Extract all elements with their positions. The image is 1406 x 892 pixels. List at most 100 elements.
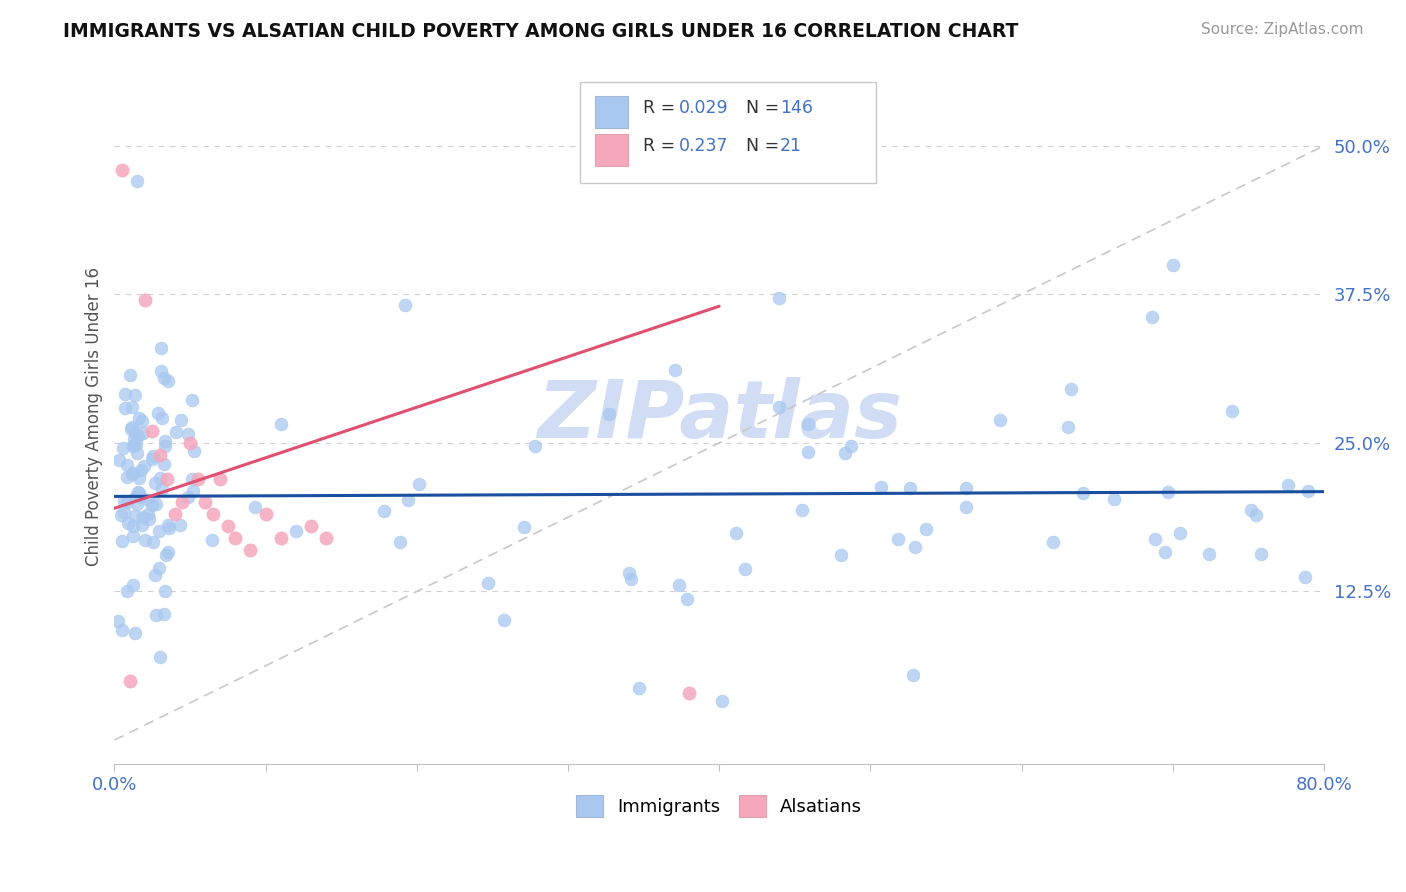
Point [107, 615, 129, 629]
Point [146, 406, 169, 420]
Point [901, 668, 924, 682]
Point [710, 694, 733, 708]
Point [115, 470, 138, 484]
Point [396, 493, 419, 508]
Point [138, 512, 160, 526]
Point [900, 481, 922, 495]
Point [128, 410, 150, 425]
Point [1056, 420, 1078, 434]
Point [149, 471, 172, 485]
Point [1102, 491, 1125, 506]
Point [143, 567, 166, 582]
Point [678, 685, 700, 699]
Point [1277, 478, 1299, 492]
Point [187, 472, 209, 486]
Text: N =: N = [745, 137, 785, 155]
Point [1156, 485, 1178, 500]
Point [121, 467, 143, 482]
Point [284, 524, 307, 538]
Point [955, 481, 977, 495]
Y-axis label: Child Poverty Among Girls Under 16: Child Poverty Among Girls Under 16 [86, 267, 103, 566]
Point [1161, 258, 1184, 272]
Point [903, 540, 925, 554]
Point [125, 496, 148, 510]
Point [149, 649, 172, 664]
Point [177, 427, 200, 442]
Point [127, 174, 149, 188]
Text: IMMIGRANTS VS ALSATIAN CHILD POVERTY AMONG GIRLS UNDER 16 CORRELATION CHART: IMMIGRANTS VS ALSATIAN CHILD POVERTY AMO… [63, 22, 1018, 41]
Point [125, 446, 148, 460]
Point [124, 626, 146, 640]
Point [157, 517, 180, 532]
Point [870, 480, 893, 494]
Point [768, 401, 790, 415]
Point [315, 531, 337, 545]
Point [155, 584, 177, 599]
Point [128, 486, 150, 500]
Point [790, 503, 813, 517]
Point [124, 509, 146, 524]
Point [1060, 382, 1083, 396]
Point [524, 439, 547, 453]
Point [734, 561, 756, 575]
FancyBboxPatch shape [595, 134, 628, 166]
Point [169, 413, 191, 427]
Point [617, 566, 640, 581]
Point [148, 561, 170, 575]
Text: ZIPatlas: ZIPatlas [537, 377, 901, 455]
Point [373, 504, 395, 518]
Point [1250, 547, 1272, 561]
Text: R =: R = [643, 99, 681, 117]
Point [138, 507, 160, 521]
Point [243, 500, 266, 514]
Point [153, 439, 176, 453]
Point [114, 505, 136, 519]
Point [165, 425, 187, 439]
Point [1298, 484, 1320, 499]
Point [724, 526, 747, 541]
Point [830, 548, 852, 562]
Point [1244, 508, 1267, 522]
Point [131, 463, 153, 477]
Point [118, 673, 141, 688]
Point [628, 681, 651, 695]
Point [149, 364, 172, 378]
Point [1294, 569, 1316, 583]
Point [239, 542, 262, 557]
Point [768, 291, 790, 305]
Point [141, 452, 163, 467]
Text: R =: R = [643, 137, 681, 155]
FancyBboxPatch shape [595, 95, 628, 128]
Point [955, 500, 977, 515]
Point [194, 495, 217, 509]
Point [148, 524, 170, 538]
Legend: Immigrants, Alsatians: Immigrants, Alsatians [569, 788, 869, 824]
Point [299, 519, 322, 533]
Point [209, 472, 232, 486]
Point [169, 518, 191, 533]
Point [114, 401, 136, 415]
Text: 21: 21 [780, 137, 801, 155]
Point [122, 466, 145, 480]
Point [122, 439, 145, 453]
Text: 0.237: 0.237 [679, 137, 728, 155]
Point [152, 457, 174, 471]
Point [181, 483, 204, 498]
Text: 0.029: 0.029 [679, 99, 728, 117]
Point [512, 520, 534, 534]
Point [157, 520, 180, 534]
Point [1140, 310, 1163, 324]
Point [270, 531, 292, 545]
Point [122, 529, 145, 543]
FancyBboxPatch shape [581, 82, 876, 183]
Point [201, 507, 224, 521]
Point [834, 446, 856, 460]
Point [121, 401, 143, 415]
Point [157, 374, 180, 388]
Point [115, 458, 138, 473]
Point [201, 533, 224, 547]
Point [111, 162, 134, 177]
Point [180, 392, 202, 407]
Point [143, 476, 166, 491]
Point [115, 495, 138, 509]
